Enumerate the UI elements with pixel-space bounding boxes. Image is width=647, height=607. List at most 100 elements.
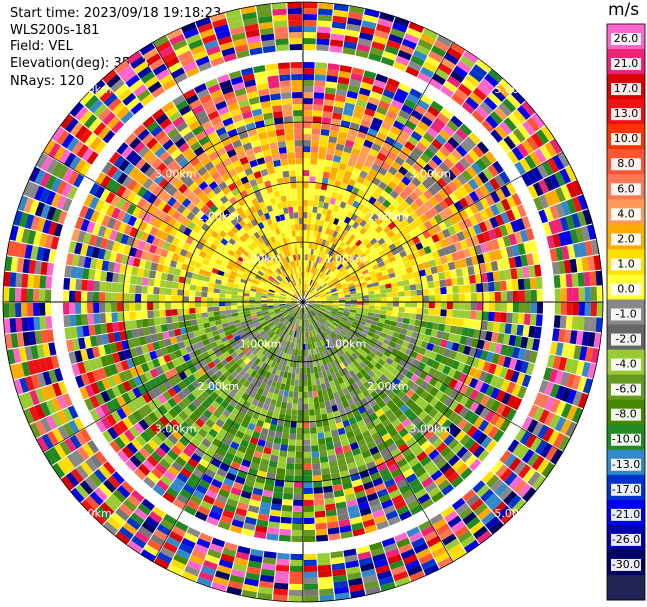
velocity-gate <box>424 328 433 336</box>
velocity-gate <box>313 492 324 500</box>
velocity-gate <box>385 238 394 247</box>
velocity-gate <box>288 335 292 342</box>
velocity-gate <box>427 315 435 323</box>
velocity-gate <box>152 207 162 218</box>
velocity-gate <box>461 101 475 115</box>
velocity-gate <box>349 362 356 370</box>
velocity-gate <box>260 321 267 326</box>
velocity-gate <box>266 320 273 325</box>
velocity-gate <box>260 408 268 417</box>
velocity-gate <box>434 287 441 295</box>
velocity-gate <box>494 302 502 312</box>
velocity-gate <box>366 362 375 370</box>
velocity-gate <box>240 278 247 284</box>
velocity-gate <box>344 493 356 502</box>
velocity-gate <box>378 249 386 257</box>
velocity-gate <box>414 125 426 137</box>
velocity-gate <box>317 20 332 28</box>
velocity-gate <box>311 354 316 362</box>
velocity-gate <box>270 509 281 517</box>
velocity-gate <box>318 278 323 285</box>
velocity-gate <box>308 260 312 267</box>
velocity-gate <box>335 88 348 97</box>
velocity-gate <box>243 295 250 300</box>
velocity-gate <box>430 100 444 113</box>
velocity-gate <box>518 302 525 313</box>
velocity-gate <box>303 242 306 249</box>
velocity-gate <box>80 349 89 361</box>
velocity-gate <box>115 341 124 352</box>
velocity-gate <box>344 35 359 44</box>
velocity-gate <box>483 219 494 231</box>
velocity-gate <box>338 295 345 299</box>
velocity-gate <box>489 111 503 125</box>
velocity-gate <box>39 357 48 372</box>
velocity-gate <box>291 298 298 301</box>
velocity-gate <box>438 323 446 332</box>
velocity-gate <box>266 533 279 541</box>
velocity-gate <box>141 310 148 319</box>
velocity-gate <box>550 398 561 414</box>
velocity-gate <box>521 216 531 229</box>
velocity-gate <box>284 475 294 482</box>
velocity-gate <box>182 242 191 251</box>
velocity-gate <box>314 283 319 289</box>
velocity-gate <box>57 164 69 180</box>
velocity-gate <box>275 564 290 572</box>
velocity-gate <box>560 419 572 435</box>
velocity-gate <box>430 329 438 338</box>
velocity-gate <box>292 517 303 524</box>
velocity-gate <box>437 556 453 569</box>
velocity-gate <box>482 231 492 242</box>
velocity-gate <box>405 266 413 274</box>
velocity-gate <box>305 290 308 297</box>
velocity-gate <box>235 507 248 517</box>
velocity-gate <box>397 286 405 292</box>
velocity-gate <box>200 204 210 214</box>
velocity-gate <box>338 464 348 473</box>
velocity-gate <box>313 348 317 355</box>
velocity-gate <box>429 387 439 397</box>
velocity-gate <box>303 361 307 368</box>
velocity-gate <box>310 280 314 286</box>
velocity-gate <box>291 300 297 302</box>
velocity-gate <box>305 307 309 313</box>
velocity-gate <box>294 475 303 483</box>
velocity-gate <box>362 295 369 299</box>
velocity-gate <box>334 281 341 286</box>
velocity-gate <box>339 299 345 302</box>
velocity-gate <box>106 413 117 427</box>
velocity-gate <box>380 190 390 200</box>
velocity-gate <box>21 303 28 317</box>
velocity-gate <box>335 371 342 379</box>
velocity-gate <box>595 270 603 286</box>
velocity-gate <box>138 419 150 431</box>
velocity-gate <box>454 381 464 392</box>
velocity-gate <box>275 328 281 335</box>
velocity-gate <box>152 254 161 264</box>
velocity-gate <box>187 192 197 202</box>
velocity-gate <box>276 558 290 566</box>
velocity-gate <box>346 430 355 439</box>
velocity-gate <box>361 311 369 316</box>
velocity-gate <box>61 183 73 198</box>
velocity-gate <box>545 446 558 462</box>
velocity-gate <box>361 568 376 578</box>
velocity-gate <box>275 288 282 293</box>
velocity-gate <box>372 553 387 563</box>
velocity-gate <box>120 110 134 124</box>
velocity-gate <box>328 533 341 541</box>
velocity-gate <box>329 340 335 348</box>
velocity-gate <box>511 279 519 291</box>
velocity-gate <box>303 475 313 483</box>
velocity-gate <box>369 237 378 246</box>
velocity-gate <box>62 167 74 183</box>
velocity-gate <box>337 342 344 349</box>
velocity-gate <box>384 437 395 448</box>
velocity-gate <box>249 272 257 278</box>
velocity-gate <box>421 476 434 488</box>
velocity-gate <box>367 312 375 317</box>
velocity-gate <box>182 187 193 198</box>
velocity-gate <box>466 166 478 178</box>
velocity-gate <box>480 78 495 92</box>
